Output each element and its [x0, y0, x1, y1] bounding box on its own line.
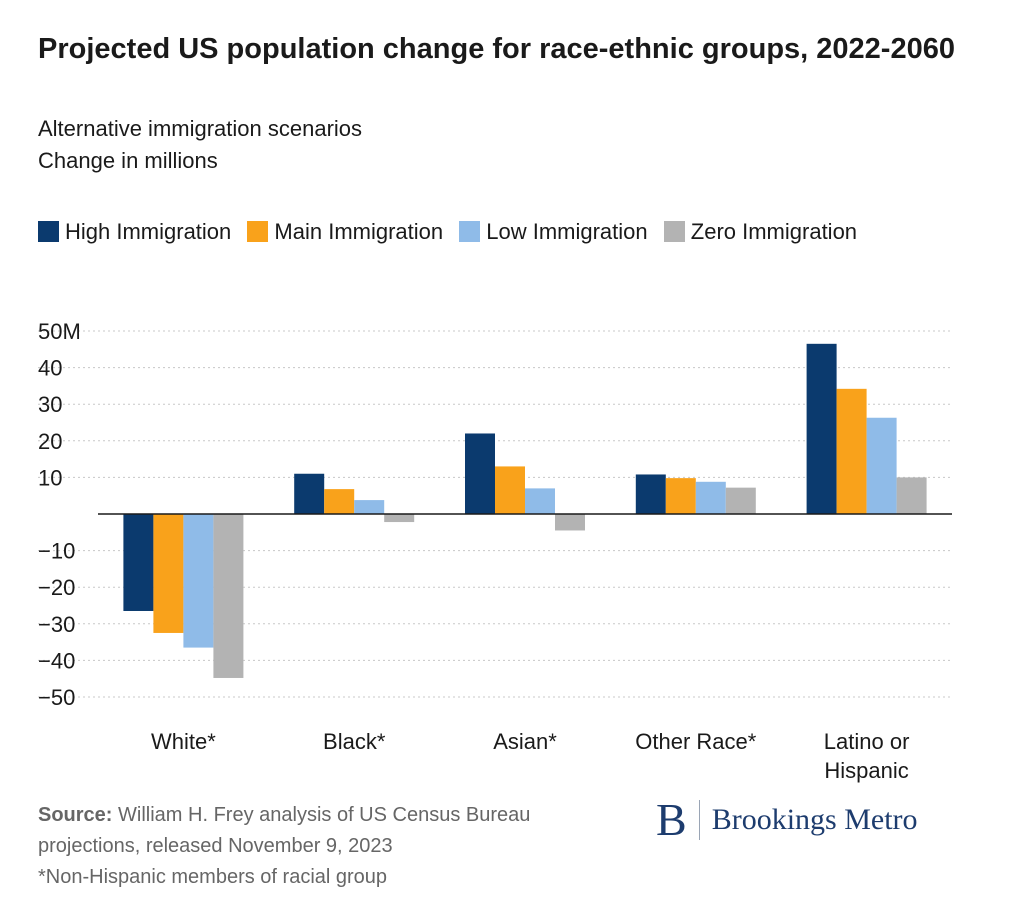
legend-label-zero: Zero Immigration	[690, 219, 858, 244]
y-axis-ticks: −50 −40 −30 −20 −10 10 20 30 40 50M	[38, 319, 81, 710]
source-text: William H. Frey analysis of US Census Bu…	[38, 804, 531, 857]
bar	[465, 433, 495, 514]
bar	[665, 478, 696, 514]
bar	[866, 417, 897, 514]
legend-item-high: High Immigration	[38, 219, 231, 244]
y-tick-label: −40	[38, 648, 75, 673]
legend-label-main: Main Immigration	[274, 219, 444, 244]
footnote: *Non-Hispanic members of racial group	[38, 866, 388, 888]
bar	[725, 487, 756, 514]
category-label: Black*	[323, 729, 386, 754]
y-tick-label: 20	[38, 429, 62, 454]
logo-divider	[698, 800, 700, 840]
subtitle-line-units: Change in millions	[38, 148, 218, 173]
y-tick-label: −30	[38, 612, 75, 637]
category-label: Asian*	[493, 729, 557, 754]
bar	[836, 388, 867, 514]
bar	[123, 514, 154, 611]
bar	[806, 343, 837, 514]
category-label: White*	[151, 729, 216, 754]
chart-title: Projected US population change for race-…	[38, 33, 955, 65]
bars	[123, 343, 927, 678]
category-label: Latino or Hispanic	[824, 729, 910, 783]
legend-label-low: Low Immigration	[486, 219, 648, 244]
bar	[384, 514, 415, 523]
bar	[294, 473, 325, 514]
bar	[555, 514, 585, 531]
logo-mark: B	[656, 794, 687, 845]
y-tick-label: −10	[38, 539, 75, 564]
y-tick-label: 50M	[38, 319, 81, 344]
bar	[495, 466, 525, 514]
legend-swatch-main	[247, 221, 269, 242]
bar	[635, 474, 666, 514]
legend-swatch-zero	[663, 221, 685, 242]
bar	[324, 489, 355, 514]
brookings-logo: B Brookings Metro	[656, 795, 918, 845]
bar-chart: −50 −40 −30 −20 −10 10 20 30 40 50M White* Black* A…	[38, 319, 952, 783]
y-tick-label: 10	[38, 465, 62, 490]
bar	[153, 514, 184, 633]
bar	[354, 500, 385, 514]
y-tick-label: 30	[38, 392, 62, 417]
y-tick-label: 40	[38, 356, 62, 381]
legend-swatch-high	[38, 221, 59, 242]
bar	[695, 481, 726, 514]
source-label: Source:	[38, 804, 113, 826]
source-note: Source: William H. Frey analysis of US C…	[38, 800, 618, 893]
x-axis-categories: White* Black* Asian* Other Race* Latino or Hi…	[151, 729, 909, 783]
legend-label-high: High Immigration	[65, 219, 232, 244]
bar	[525, 488, 555, 514]
y-tick-label: −50	[38, 685, 75, 710]
legend-swatch-low	[459, 221, 481, 242]
subtitle-line-scenarios: Alternative immigration scenarios	[38, 116, 363, 141]
category-label: Other Race*	[635, 729, 756, 754]
source-line: Source: William H. Frey analysis of US C…	[38, 800, 618, 862]
legend-item-main: Main Immigration	[247, 219, 443, 244]
legend-item-zero: Zero Immigration	[663, 219, 858, 244]
bar	[896, 477, 927, 514]
chart-subtitle: Alternative immigration scenarios Change…	[38, 113, 362, 177]
y-tick-label: −20	[38, 575, 75, 600]
chart-legend: High Immigration Main Immigration Low Im…	[38, 214, 898, 250]
legend-item-low: Low Immigration	[459, 219, 648, 244]
bar	[183, 514, 214, 648]
bar	[213, 514, 244, 678]
logo-text: Brookings Metro	[711, 803, 918, 836]
